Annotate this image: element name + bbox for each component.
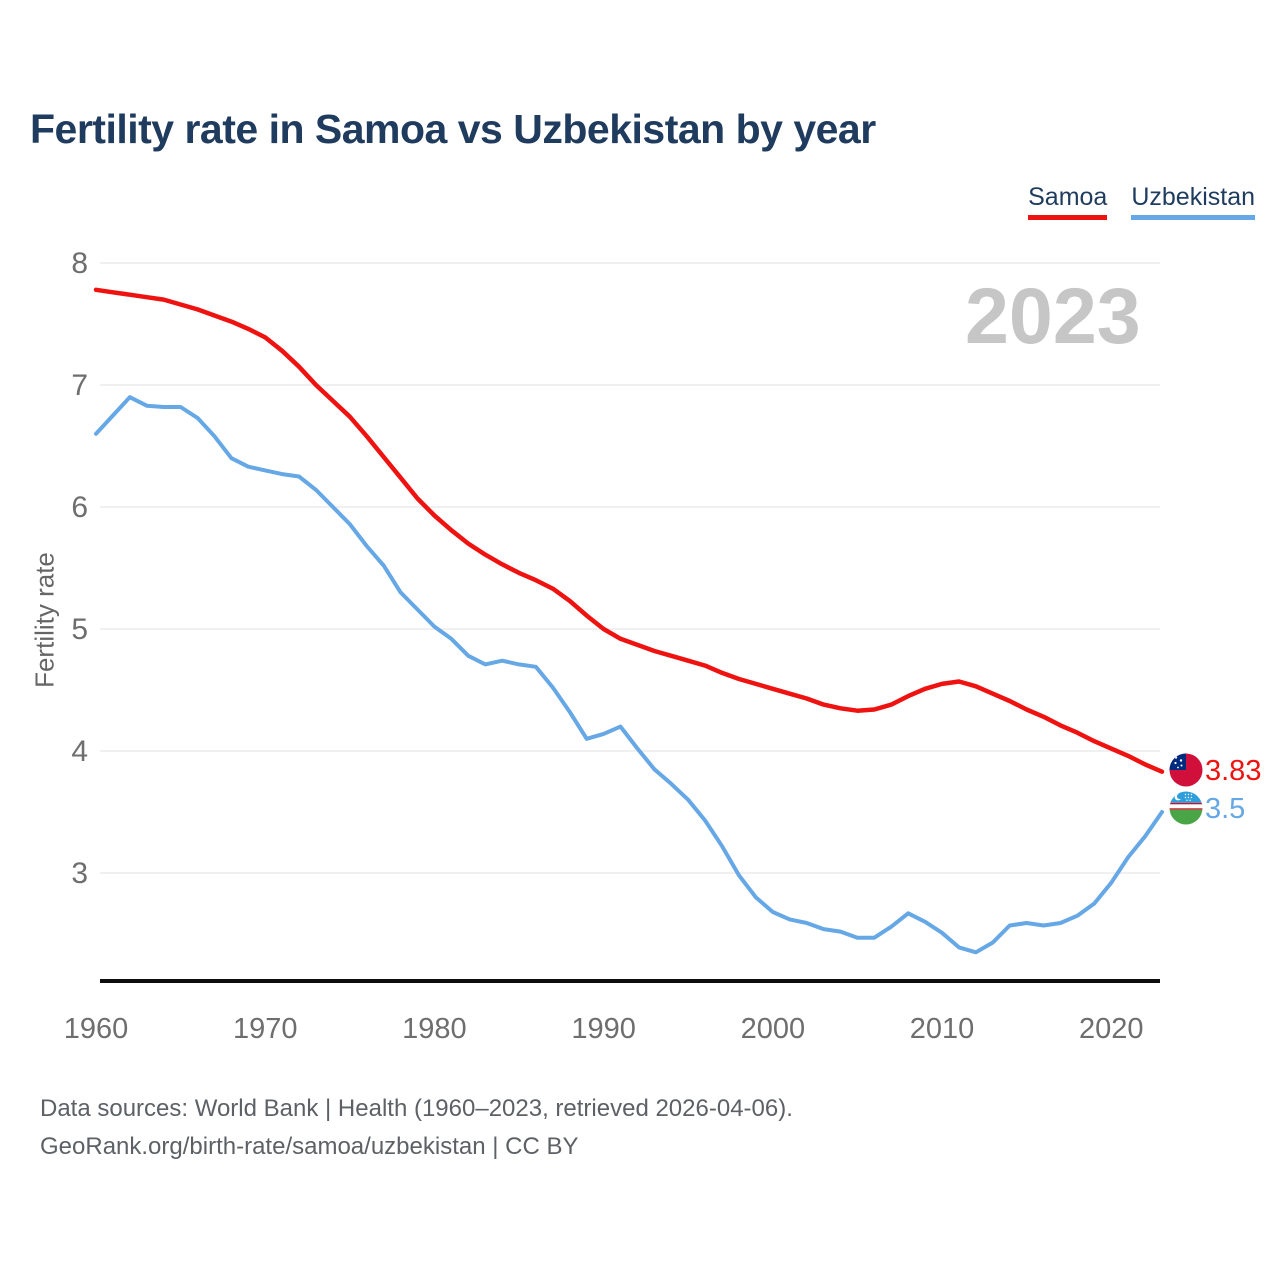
page-title: Fertility rate in Samoa vs Uzbekistan by… xyxy=(30,106,876,152)
uzbekistan-flag-icon xyxy=(1169,791,1203,825)
legend-label-samoa: Samoa xyxy=(1028,183,1108,211)
x-tick-1960: 1960 xyxy=(64,1013,129,1045)
y-tick-4: 4 xyxy=(71,735,88,768)
samoa-flag-icon xyxy=(1169,753,1203,787)
x-tick-2010: 2010 xyxy=(910,1013,975,1045)
legend-item-samoa[interactable]: Samoa xyxy=(1028,183,1108,220)
legend: Samoa Uzbekistan xyxy=(1028,183,1255,220)
legend-swatch-samoa xyxy=(1028,215,1108,220)
series-line-samoa xyxy=(93,287,1165,774)
legend-swatch-uzbekistan xyxy=(1131,215,1255,220)
y-tick-8: 8 xyxy=(71,247,88,280)
footer-sources-line: Data sources: World Bank | Health (1960–… xyxy=(40,1095,793,1122)
x-tick-2000: 2000 xyxy=(741,1013,806,1045)
year-watermark: 2023 xyxy=(965,271,1141,360)
end-value-samoa: 3.83 xyxy=(1205,755,1262,787)
y-tick-7: 7 xyxy=(71,369,88,402)
legend-item-uzbekistan[interactable]: Uzbekistan xyxy=(1131,183,1255,220)
x-tick-2020: 2020 xyxy=(1079,1013,1144,1045)
series-line-uzbekistan xyxy=(94,395,1164,955)
legend-label-uzbekistan: Uzbekistan xyxy=(1131,183,1255,211)
footer-attribution: Data sources: World Bank | Health (1960–… xyxy=(40,1090,793,1166)
x-tick-1990: 1990 xyxy=(571,1013,636,1045)
x-tick-1970: 1970 xyxy=(233,1013,298,1045)
end-value-uzbekistan: 3.5 xyxy=(1205,793,1246,825)
x-tick-1980: 1980 xyxy=(402,1013,467,1045)
y-tick-5: 5 xyxy=(71,613,88,646)
y-tick-3: 3 xyxy=(71,857,88,890)
footer-url-line: GeoRank.org/birth-rate/samoa/uzbekistan … xyxy=(40,1133,579,1160)
y-tick-6: 6 xyxy=(71,491,88,524)
